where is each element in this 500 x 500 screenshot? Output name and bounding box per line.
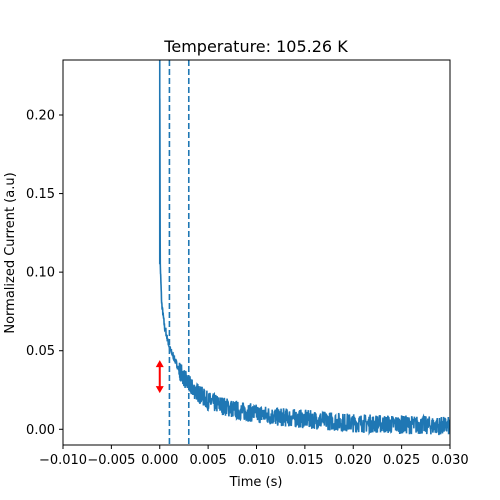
decay-series-line <box>158 60 450 436</box>
y-tick-label: 0.00 <box>26 423 55 438</box>
plot-frame <box>62 59 451 446</box>
x-axis-label: Time (s) <box>229 475 283 490</box>
x-tick-label: 0.030 <box>431 453 468 468</box>
x-tick-label: −0.005 <box>87 453 135 468</box>
x-tick-label: 0.015 <box>286 453 323 468</box>
x-axis-ticks: −0.010 −0.005 0.000 0.005 0.010 0.015 0.020 0.0… <box>39 445 469 468</box>
x-tick-label: −0.010 <box>39 453 87 468</box>
x-tick-label: 0.000 <box>141 453 178 468</box>
y-axis-ticks: 0.00 0.05 0.10 0.15 0.20 <box>26 109 63 438</box>
x-tick-label: 0.010 <box>238 453 275 468</box>
x-tick-label: 0.025 <box>383 453 420 468</box>
y-tick-label: 0.20 <box>26 109 55 124</box>
y-axis-label: Normalized Current (a.u) <box>3 172 18 333</box>
annotation-arrow-head-top <box>155 360 164 368</box>
plot-area <box>62 59 451 446</box>
y-tick-label: 0.10 <box>26 266 55 281</box>
y-tick-label: 0.15 <box>26 187 55 202</box>
x-tick-label: 0.005 <box>190 453 227 468</box>
x-tick-label: 0.020 <box>335 453 372 468</box>
annotation-arrow-head-bottom <box>155 386 164 394</box>
y-tick-label: 0.05 <box>26 344 55 359</box>
chart-title: Temperature: 105.26 K <box>163 37 348 56</box>
